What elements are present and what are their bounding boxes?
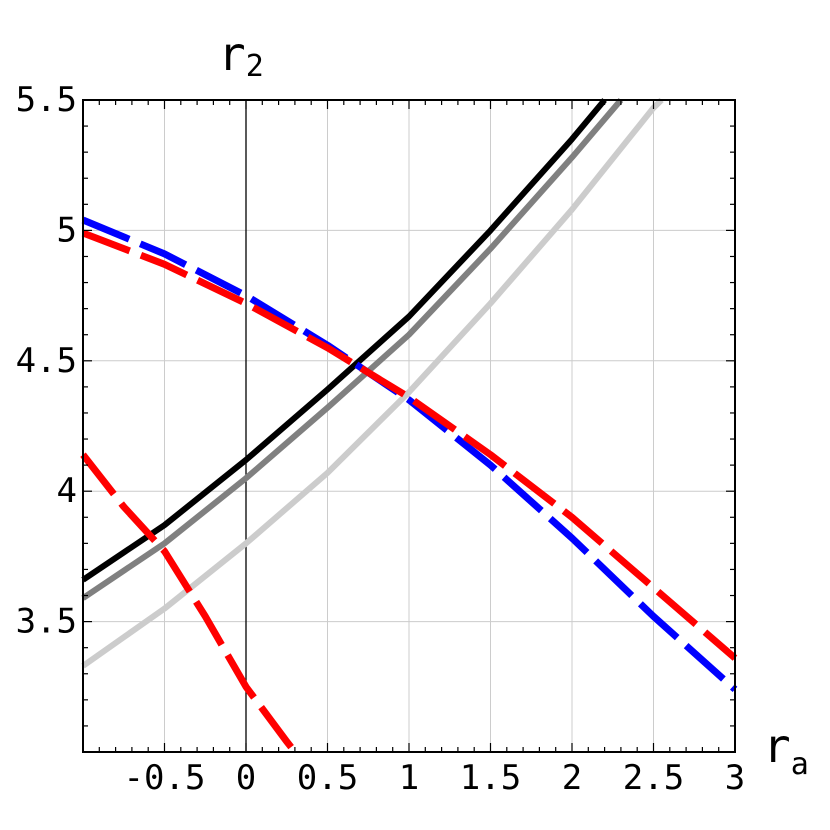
x-tick-label: 1 [399, 758, 419, 798]
y-tick-label: 4.5 [16, 341, 77, 381]
x-tick-label: 2.5 [623, 758, 684, 798]
x-axis-label-sub: a [791, 747, 809, 782]
y-axis-label-sub: 2 [246, 49, 264, 84]
x-axis-label-base: r [763, 719, 791, 773]
y-tick-labels: 3.5 4 4.5 5 5.5 [16, 80, 77, 642]
y-tick-label: 5.5 [16, 80, 77, 120]
x-axis-label: ra [763, 719, 809, 782]
x-tick-label: 3 [725, 758, 745, 798]
y-tick-label: 3.5 [16, 602, 77, 642]
y-axis-label: r2 [218, 27, 264, 84]
grid [83, 99, 736, 752]
series-line-6 [80, 452, 298, 755]
y-tick-label: 4 [57, 471, 77, 511]
x-tick-label: 0.5 [297, 758, 358, 798]
x-tick-label: 2 [562, 758, 582, 798]
series-line-3 [81, 97, 664, 669]
series-line-1 [81, 98, 607, 583]
tick-marks [82, 99, 736, 753]
x-tick-label: 1.5 [460, 758, 521, 798]
series-line-4 [81, 216, 738, 693]
x-tick-label: 0 [236, 758, 256, 798]
x-tick-label: -0.5 [124, 758, 206, 798]
y-tick-label: 5 [57, 210, 77, 250]
series-line-5 [81, 229, 738, 661]
series-group [80, 97, 738, 755]
x-tick-labels: -0.5 0 0.5 1 1.5 2 2.5 3 [124, 758, 746, 798]
y-axis-label-base: r [218, 27, 246, 81]
